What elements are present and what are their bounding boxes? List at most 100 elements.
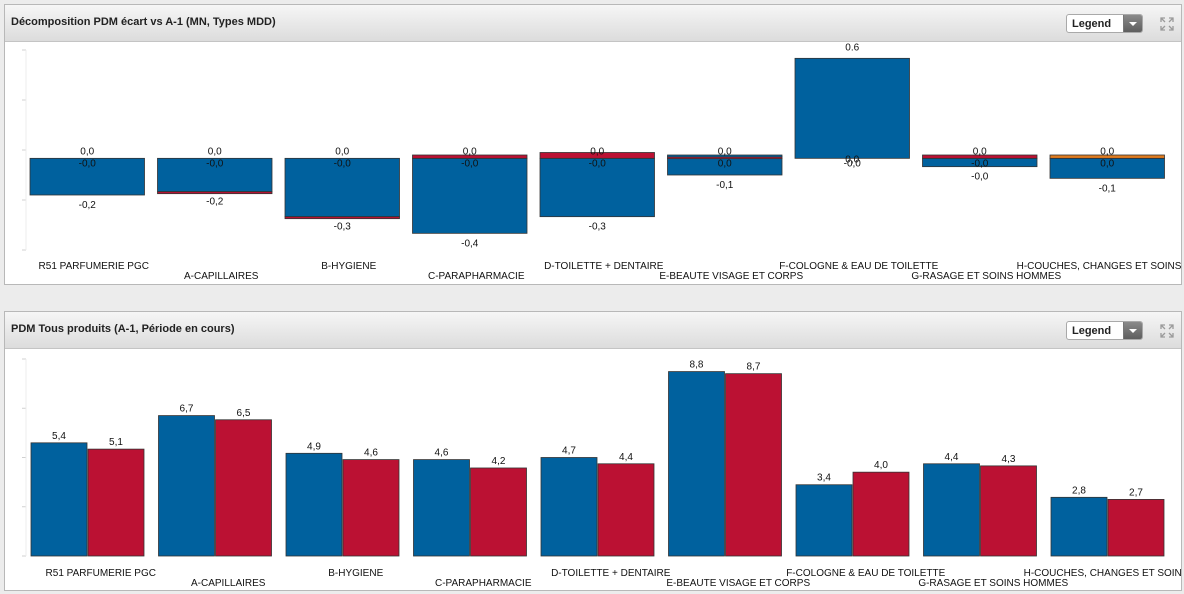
data-label: -0,4	[461, 238, 479, 249]
bar	[342, 459, 400, 557]
data-label: 0,0	[1100, 158, 1114, 169]
bar	[470, 467, 527, 557]
data-label: -0,1	[1099, 183, 1117, 194]
bar	[158, 415, 215, 557]
data-label: -0,0	[79, 158, 97, 169]
panel-title: PDM Tous produits (A-1, Période en cours…	[11, 323, 235, 335]
data-label: 0,0	[335, 146, 349, 157]
category-label: C-PARAPHARMACIE	[435, 578, 532, 589]
data-label: -0,0	[589, 158, 607, 169]
bar	[852, 471, 910, 557]
bar	[157, 157, 273, 193]
data-label: -0,2	[79, 200, 97, 211]
bar	[412, 154, 528, 159]
data-label: 4,0	[874, 460, 888, 471]
category-label: B-HYGIENE	[321, 261, 376, 272]
decomposition-panel: Décomposition PDM écart vs A-1 (MN, Type…	[4, 4, 1182, 285]
bar	[284, 216, 400, 220]
panel-header: Décomposition PDM écart vs A-1 (MN, Type…	[5, 5, 1181, 42]
data-label: 3,4	[817, 473, 831, 484]
data-label: -0,0	[844, 158, 862, 169]
data-label: 5,1	[109, 437, 123, 448]
data-label: 4,6	[364, 448, 378, 459]
bar	[539, 152, 655, 159]
bar	[413, 459, 470, 557]
category-label: B-HYGIENE	[328, 568, 383, 579]
category-label: A-CAPILLAIRES	[184, 271, 259, 282]
bar	[794, 57, 910, 159]
category-label: D-TOILETTE + DENTAIRE	[544, 261, 664, 272]
data-label: 0,0	[208, 146, 222, 157]
category-label: E-BEAUTE VISAGE ET CORPS	[659, 271, 803, 282]
data-label: 0,0	[718, 146, 732, 157]
data-label: 0,0	[845, 154, 859, 165]
data-label: 4,4	[945, 452, 959, 463]
data-label: 0,0	[590, 146, 604, 157]
legend-dropdown-label: Legend	[1072, 18, 1112, 30]
data-label: -0,0	[971, 172, 989, 183]
data-label: 4,3	[1002, 454, 1016, 465]
legend-dropdown[interactable]: Legend	[1066, 14, 1143, 33]
pdm-chart: 5,4 5,1 R51 PARFUMERIE PGC 6,7 6,5 A-CAPILLAI…	[22, 358, 1181, 589]
expand-arrows-icon[interactable]	[1159, 323, 1175, 339]
data-label: 4,7	[562, 446, 576, 457]
bar	[795, 484, 853, 557]
chevron-down-icon[interactable]	[1123, 15, 1142, 32]
data-label: 6,5	[237, 408, 251, 419]
bar	[725, 373, 782, 557]
category-label: F-COLOGNE & EAU DE TOILETTE	[779, 261, 938, 272]
bar	[922, 154, 1038, 159]
chevron-down-icon[interactable]	[1123, 322, 1142, 339]
bar	[540, 457, 598, 557]
category-label: H-COUCHES, CHANGES ET SOINS BEBE	[1017, 261, 1181, 272]
bar	[285, 452, 343, 557]
data-label: 8,7	[747, 362, 761, 373]
data-label: 4,4	[619, 452, 633, 463]
bar	[1107, 499, 1165, 557]
bar	[923, 463, 980, 557]
bar	[667, 154, 783, 158]
data-label: 2,7	[1129, 487, 1143, 498]
bar	[157, 191, 273, 195]
data-label: 0.6	[845, 42, 859, 53]
legend-dropdown[interactable]: Legend	[1066, 321, 1143, 340]
data-label: 0,0	[80, 146, 94, 157]
category-label: G-RASAGE ET SOINS HOMMES	[918, 578, 1068, 589]
data-label: -0,0	[206, 158, 224, 169]
bar	[980, 465, 1037, 557]
category-label: C-PARAPHARMACIE	[428, 271, 525, 282]
bar	[30, 442, 88, 557]
data-label: 0,0	[1100, 146, 1114, 157]
data-label: -0,0	[461, 158, 479, 169]
data-label: 6,7	[180, 404, 194, 415]
data-label: 4,2	[492, 456, 506, 467]
data-label: -0,1	[716, 180, 734, 191]
bar	[668, 371, 725, 557]
bar	[412, 157, 528, 234]
data-label: 8,8	[690, 360, 704, 371]
data-label: -0,0	[971, 158, 989, 169]
legend-dropdown-label: Legend	[1072, 325, 1112, 337]
data-label: -0,3	[589, 222, 607, 233]
bar	[1050, 496, 1108, 557]
category-label: D-TOILETTE + DENTAIRE	[551, 568, 671, 579]
data-label: -0,3	[334, 222, 352, 233]
bar	[215, 419, 272, 557]
category-label: A-CAPILLAIRES	[191, 578, 266, 589]
bar	[87, 448, 145, 557]
data-label: -0,2	[206, 197, 224, 208]
data-label: 4,9	[307, 441, 321, 452]
category-label: F-COLOGNE & EAU DE TOILETTE	[786, 568, 945, 579]
bar	[284, 157, 400, 218]
data-label: 5,4	[52, 431, 66, 442]
data-label: 0,0	[463, 146, 477, 157]
category-label: E-BEAUTE VISAGE ET CORPS	[666, 578, 810, 589]
panel-title: Décomposition PDM écart vs A-1 (MN, Type…	[11, 16, 276, 28]
pdm-panel: PDM Tous produits (A-1, Période en cours…	[4, 311, 1182, 591]
expand-arrows-icon[interactable]	[1159, 16, 1175, 32]
data-label: 0,0	[973, 146, 987, 157]
data-label: 0,0	[718, 158, 732, 169]
panel-header: PDM Tous produits (A-1, Période en cours…	[5, 312, 1181, 349]
category-label: R51 PARFUMERIE PGC	[46, 568, 156, 579]
